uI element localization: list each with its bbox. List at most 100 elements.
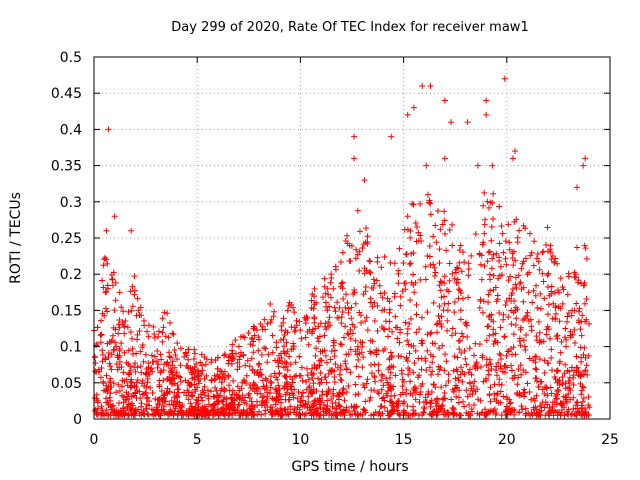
data-point [426,364,433,371]
data-point [520,298,527,305]
data-point [500,393,507,400]
data-point [403,354,410,361]
data-point [434,320,441,327]
data-point [155,333,162,340]
data-point [413,223,420,230]
data-point [488,223,495,230]
data-point [285,303,292,310]
data-point [508,345,515,352]
data-point [91,353,98,360]
data-point [349,330,356,337]
y-tick-label: 0.25 [51,231,82,247]
data-point [122,317,129,324]
data-point [517,362,524,369]
data-point [103,382,110,389]
data-point [438,384,445,391]
data-point [317,397,324,404]
data-point [552,304,559,311]
data-point [364,238,371,245]
data-point [413,301,420,308]
data-point [127,288,134,295]
data-point [383,390,390,397]
data-point [255,336,262,343]
data-point [332,263,339,270]
data-point [120,308,127,315]
data-point [321,283,328,290]
data-point [566,374,573,381]
data-point [273,374,280,381]
data-point [92,359,99,366]
data-point [261,316,268,323]
data-point [342,238,349,245]
data-point [97,339,104,346]
data-point [472,230,479,237]
data-point [445,288,452,295]
data-point [505,407,512,414]
data-point [298,335,305,342]
data-point [559,300,566,307]
data-point [340,334,347,341]
data-point [429,359,436,366]
data-point [444,307,451,314]
data-point [127,367,134,374]
data-point [563,343,570,350]
data-point [573,300,580,307]
data-point [522,405,529,412]
data-point [138,369,145,376]
data-point [426,197,433,204]
y-tick-label: 0.35 [51,159,82,175]
data-point [348,315,355,322]
data-point [333,409,340,416]
data-point [433,239,440,246]
data-point [173,369,180,376]
y-tick-label: 0.05 [51,376,82,392]
data-point [267,301,274,308]
data-point [498,271,505,278]
data-point [174,393,181,400]
data-point [512,307,519,314]
data-point [321,401,328,408]
data-point [404,337,411,344]
data-point [500,249,507,256]
data-point [546,408,553,415]
data-point [322,410,329,417]
data-point [361,406,368,413]
data-point [581,300,588,307]
data-point [125,410,132,417]
data-point [161,403,168,410]
data-point [281,343,288,350]
data-point [519,406,526,413]
data-point [331,353,338,360]
data-point [253,369,260,376]
data-point [559,381,566,388]
data-point [103,407,110,414]
data-point [534,304,541,311]
data-point [532,375,539,382]
data-point [585,402,592,409]
data-point [150,407,157,414]
data-point [164,375,171,382]
data-point [530,395,537,402]
data-point [402,286,409,293]
data-point [173,401,180,408]
data-point [308,297,315,304]
data-point [264,393,271,400]
data-point [215,393,222,400]
data-point [275,410,282,417]
data-point [115,330,122,337]
data-point [543,385,550,392]
data-point [378,386,385,393]
data-point [543,242,550,249]
data-point [493,250,500,257]
data-point [164,310,171,317]
data-point [481,263,488,270]
data-point [364,327,371,334]
data-point [317,348,324,355]
data-point [313,299,320,306]
data-point [235,343,242,350]
data-point [275,382,282,389]
data-point [520,367,527,374]
data-point [423,162,430,169]
data-point [238,349,245,356]
data-point [480,202,487,209]
